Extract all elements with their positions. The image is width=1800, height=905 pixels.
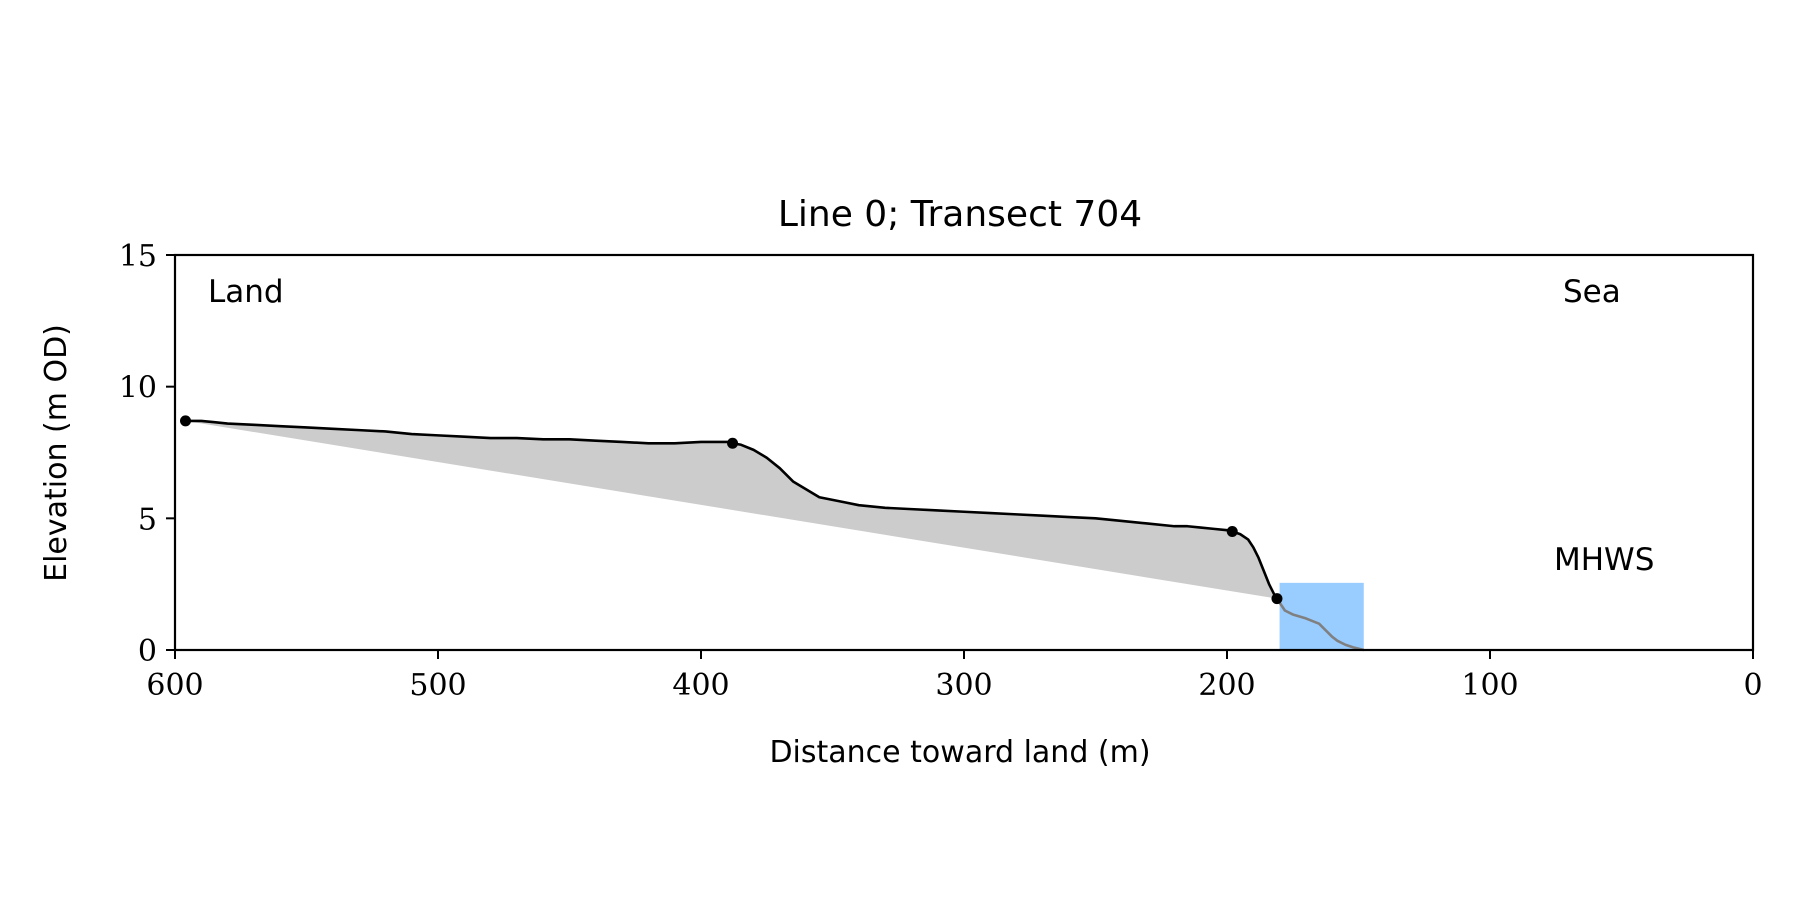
x-tick-label-200: 200	[1198, 668, 1255, 703]
profile-marker-1	[180, 415, 192, 427]
seaward-profile-line	[1275, 597, 1365, 652]
chart-title: Line 0; Transect 704	[778, 194, 1142, 235]
profile-layer	[185, 419, 1365, 652]
x-tick-label-100: 100	[1461, 668, 1518, 703]
profile-fill-area	[185, 420, 1277, 599]
area-fill-layer	[185, 420, 1277, 599]
mhws-water-rect	[1279, 582, 1364, 650]
markers-layer	[180, 415, 1283, 605]
y-tick-label-0: 0	[138, 634, 157, 669]
x-tick-label-500: 500	[409, 668, 466, 703]
x-tick-label-0: 0	[1743, 668, 1762, 703]
profile-marker-3	[1226, 526, 1238, 537]
y-axis-label: Elevation (m OD)	[39, 324, 74, 582]
x-tick-label-400: 400	[672, 668, 729, 703]
water-layer	[1279, 582, 1364, 650]
x-axis-label: Distance toward land (m)	[769, 735, 1150, 770]
profile-line	[185, 419, 1279, 600]
profile-marker-2	[727, 437, 739, 449]
sea-label: Sea	[1563, 274, 1621, 310]
x-tick-label-300: 300	[935, 668, 992, 703]
land-label: Land	[208, 274, 284, 310]
axes-layer: 600 500 400 300 200 100 0 0 5 10 15	[119, 239, 1763, 703]
y-tick-label-5: 5	[138, 502, 157, 537]
y-tick-label-10: 10	[119, 371, 157, 406]
y-tick-label-15: 15	[119, 239, 157, 274]
x-tick-label-600: 600	[146, 668, 203, 703]
mhws-label: MHWS	[1554, 542, 1654, 578]
profile-marker-4	[1271, 593, 1283, 605]
